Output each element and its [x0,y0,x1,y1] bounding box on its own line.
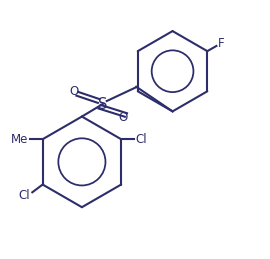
Text: S: S [98,97,107,112]
Text: F: F [218,37,225,51]
Text: O: O [69,85,79,98]
Text: O: O [119,111,128,124]
Text: Cl: Cl [18,189,30,202]
Text: Me: Me [11,133,28,146]
Text: Cl: Cl [135,133,147,146]
